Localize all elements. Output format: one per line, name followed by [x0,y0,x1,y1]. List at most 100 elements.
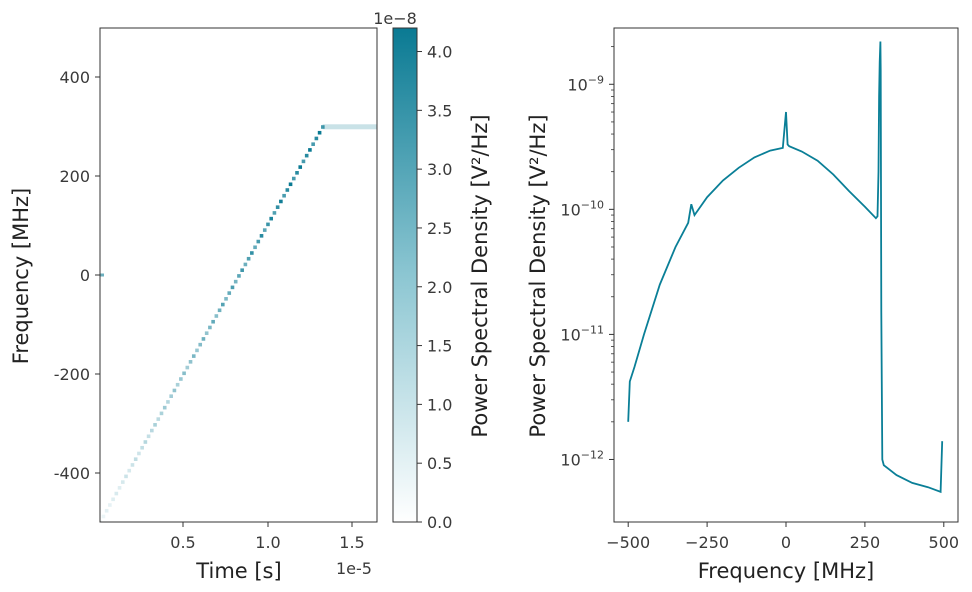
colorbar-tick-label: 4.0 [427,43,452,62]
spectrogram-cell [208,325,212,330]
spectrogram-cell [201,337,206,341]
psd-y-tick-label: 10−10 [560,198,604,219]
spectrogram-cell [100,273,104,277]
spectrogram-held-tone [322,124,377,130]
x-scale-offset: 1e-5 [336,559,372,578]
psd-x-tick-label: −250 [685,533,729,552]
spectrogram-cell [266,222,270,227]
psd-x-ticks: −500 −250 0 250 500 [606,522,959,552]
y-tick-label: 400 [59,68,90,87]
spectrogram-cell [279,199,283,204]
spectrogram-cell [211,319,215,324]
colorbar-tick-label: 0.0 [427,513,452,532]
spectrogram-cell [169,394,173,398]
spectrogram-cell [146,434,151,439]
spectrogram-panel: 400 200 0 -200 -400 0.5 1.0 1.5 1e-5 Tim… [9,27,378,583]
colorbar-scale-offset: 1e−8 [373,9,417,28]
spectrogram-cell [298,165,303,169]
psd-x-tick-label: 250 [850,533,881,552]
spectrogram-cell [185,365,190,370]
spectrogram-cell [130,463,135,467]
colorbar-tick-label: 3.0 [427,160,452,179]
spectrogram-cell [269,216,273,221]
spectrogram-cell [120,480,125,484]
spectrogram-cell [237,274,241,278]
spectrogram-y-ticks: 400 200 0 -200 -400 [54,68,100,483]
spectrogram-cell [317,130,322,135]
spectrogram-cell [240,268,244,272]
spectrogram-cell [272,211,277,215]
psd-x-tick-label: 0 [781,533,791,552]
spectrogram-cell [288,182,293,187]
x-tick-label: 0.5 [170,533,195,552]
x-tick-label: 1.0 [255,533,280,552]
spectrogram-cell [321,125,325,129]
psd-y-axis-label: Power Spectral Density [V²/Hz] [526,114,550,437]
spectrogram-cell [166,400,170,404]
spectrogram-cell [259,234,264,238]
spectrogram-cell [291,176,296,181]
spectrogram-cell [285,188,290,192]
spectrogram-cell [104,508,109,513]
spectrogram-cell [133,457,138,461]
spectrogram-cell [295,171,299,175]
psd-y-ticks: 10−9 10−10 10−11 10−12 [560,46,614,469]
spectrogram-cell [224,297,228,301]
spectrogram-cell [311,142,315,146]
spectrogram-cell [182,371,186,376]
spectrogram-cell [124,474,128,479]
spectrogram-cell [153,423,157,427]
spectrogram-cell [204,331,209,335]
spectrogram-cell [262,228,267,232]
spectrogram-cell [227,291,232,295]
spectrogram-cell [221,302,225,307]
colorbar-gradient [392,27,418,523]
colorbar-label: Power Spectral Density [V²/Hz] [468,114,492,437]
spectrogram-cell [172,388,177,393]
psd-panel: −500 −250 0 250 500 10−9 10−10 10−11 10−12 Freq… [526,27,959,583]
spectrogram-cell [195,348,199,353]
y-tick-label: -400 [54,464,90,483]
spectrogram-cell [117,486,122,490]
spectrogram-cell [143,440,148,444]
spectrogram-cell [314,136,319,141]
spectrogram-cell [140,445,144,450]
y-tick-label: 0 [80,266,90,285]
psd-frame [613,27,959,523]
y-tick-label: 200 [59,167,90,186]
spectrogram-cell [246,256,251,261]
spectrogram-cell [198,342,203,347]
x-tick-label: 1.5 [339,533,364,552]
psd-series-line [627,41,944,494]
spectrogram-cell [256,239,261,244]
spectrogram-cell [214,314,219,318]
spectrogram-cell [188,360,193,364]
psd-y-tick-label: 10−9 [567,73,604,94]
spectrogram-cell [114,491,119,496]
spectrogram-cell [179,377,183,381]
spectrogram-cell [191,354,196,358]
colorbar-ticks: 0.0 0.5 1.0 1.5 2.0 2.5 3.0 3.5 4.0 [417,43,452,532]
spectrogram-cell [108,503,112,507]
psd-x-axis-label: Frequency [MHz] [698,559,874,583]
spectrogram-cell [250,251,254,255]
y-axis-label: Frequency [MHz] [9,188,33,364]
y-tick-label: -200 [54,365,90,384]
psd-x-tick-label: −500 [606,533,650,552]
spectrogram-cell [150,428,154,433]
spectrogram-cell [101,514,106,519]
spectrogram-cell [159,411,164,416]
colorbar: 0.0 0.5 1.0 1.5 2.0 2.5 3.0 3.5 4.0 1e−8 Power S… [373,9,492,532]
psd-x-tick-label: 500 [929,533,960,552]
colorbar-tick-label: 2.0 [427,278,452,297]
spectrogram-cell [162,405,167,410]
spectrogram-cell [156,417,161,421]
spectrogram-cell [233,279,238,284]
colorbar-tick-label: 1.5 [427,337,452,356]
spectrogram-cell [217,308,222,313]
psd-y-tick-label: 10−12 [560,448,604,469]
spectrogram-cell [243,262,248,267]
colorbar-tick-label: 0.5 [427,454,452,473]
spectrogram-cell [275,205,280,209]
